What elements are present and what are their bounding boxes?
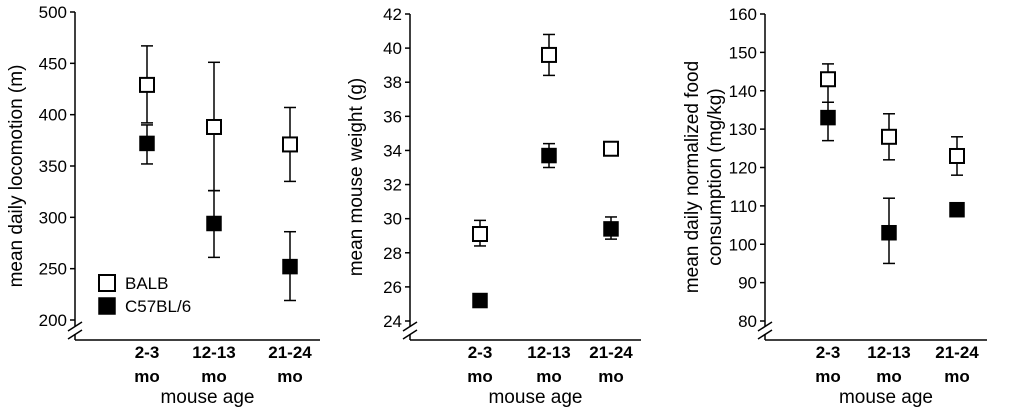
y-tick-label: 90	[738, 274, 757, 293]
x-tick-label-unit: mo	[536, 367, 562, 386]
y-tick-label: 150	[729, 43, 757, 62]
data-point-balb	[139, 76, 155, 93]
chart-panel-2: 24 26 28 30 32 34 36 38 40 42 mean mouse weight (g…	[346, 5, 641, 408]
x-tick-label: 12-13	[192, 343, 235, 362]
y-tick-label: 38	[383, 73, 402, 92]
y-tick-label: 160	[729, 5, 757, 24]
legend-marker-balb	[98, 274, 116, 292]
axis-break-mark	[402, 329, 418, 340]
y-tick-label: 42	[383, 5, 402, 24]
x-tick-label-unit: mo	[944, 367, 970, 386]
y-tick-label: 500	[39, 3, 67, 22]
data-point-c57bl6	[472, 292, 488, 309]
axis-break-mark	[402, 321, 418, 332]
data-point-balb	[541, 46, 557, 63]
data-point-c57bl6	[206, 215, 222, 232]
y-tick-label: 250	[39, 260, 67, 279]
x-tick-label-unit: mo	[876, 367, 902, 386]
y-tick-label: 110	[730, 197, 757, 216]
x-tick-label: 12-13	[867, 343, 910, 362]
y-tick-label: 100	[729, 235, 757, 254]
y-tick-label: 36	[383, 107, 402, 126]
y-tick-label: 40	[383, 39, 402, 58]
y-tick-label: 28	[383, 244, 402, 263]
x-axis-label: mouse age	[160, 387, 254, 408]
y-tick-label: 300	[39, 208, 67, 227]
x-tick-label: 2-3	[816, 343, 841, 362]
y-tick-label: 32	[383, 176, 402, 195]
legend-marker-c57bl6	[98, 297, 116, 315]
y-axis-label: mean daily locomotion (m)	[6, 65, 27, 288]
y-tick-label: 130	[729, 120, 757, 139]
y-tick-label: 350	[39, 157, 67, 176]
x-tick-label: 21-24	[268, 343, 312, 362]
axis-break-mark	[67, 321, 83, 332]
x-tick-label: 2-3	[468, 343, 493, 362]
x-tick-label-unit: mo	[277, 367, 303, 386]
data-point-balb	[472, 226, 488, 243]
y-tick-label: 200	[39, 311, 67, 330]
y-tick-label: 80	[738, 312, 757, 331]
y-tick-label: 30	[383, 210, 402, 229]
legend: BALB C57BL/6	[98, 274, 191, 316]
data-point-c57bl6	[139, 135, 155, 152]
y-tick-label: 26	[383, 278, 402, 297]
x-tick-label: 2-3	[135, 343, 160, 362]
x-tick-label: 21-24	[589, 343, 633, 362]
data-point-balb	[820, 71, 836, 88]
legend-label: C57BL/6	[125, 297, 191, 316]
data-point-c57bl6	[881, 224, 897, 241]
chart-panel-3: 80 90 100 110 120 130 140 150 160 mean daily norm…	[682, 5, 987, 408]
data-point-balb	[949, 147, 965, 164]
x-axis-label: mouse age	[839, 387, 933, 408]
x-tick-label: 21-24	[935, 343, 979, 362]
data-point-c57bl6	[541, 147, 557, 164]
y-tick-label: 34	[383, 141, 402, 160]
data-point-balb	[282, 136, 298, 153]
x-tick-label: 12-13	[527, 343, 570, 362]
y-axis-label: mean daily normalized food	[682, 61, 703, 293]
y-tick-label: 140	[729, 82, 757, 101]
y-tick-label: 400	[39, 106, 67, 125]
axis-break-mark	[67, 329, 83, 340]
y-tick-label: 120	[729, 159, 757, 178]
axis-break-mark	[757, 329, 773, 340]
y-axis-label: mean mouse weight (g)	[346, 78, 367, 277]
x-tick-label-unit: mo	[598, 367, 624, 386]
data-point-balb	[206, 118, 222, 135]
y-tick-label: 24	[383, 312, 402, 331]
data-point-balb	[603, 140, 619, 157]
x-tick-label-unit: mo	[815, 367, 841, 386]
data-point-c57bl6	[820, 109, 836, 126]
x-axis-label: mouse age	[488, 387, 582, 408]
data-point-c57bl6	[603, 221, 619, 237]
x-tick-label-unit: mo	[201, 367, 227, 386]
x-tick-label-unit: mo	[134, 367, 160, 386]
data-point-c57bl6	[282, 258, 298, 275]
y-axis-label: consumption (mg/kg)	[705, 88, 726, 265]
x-tick-label-unit: mo	[467, 367, 493, 386]
data-point-c57bl6	[949, 201, 965, 218]
axis-break-mark	[757, 321, 773, 332]
y-tick-label: 450	[39, 54, 67, 73]
chart-panel-1: 200 250 300 350 400 450 500 mean daily locomoti…	[6, 3, 320, 408]
legend-label: BALB	[125, 274, 168, 293]
data-point-balb	[881, 128, 897, 145]
